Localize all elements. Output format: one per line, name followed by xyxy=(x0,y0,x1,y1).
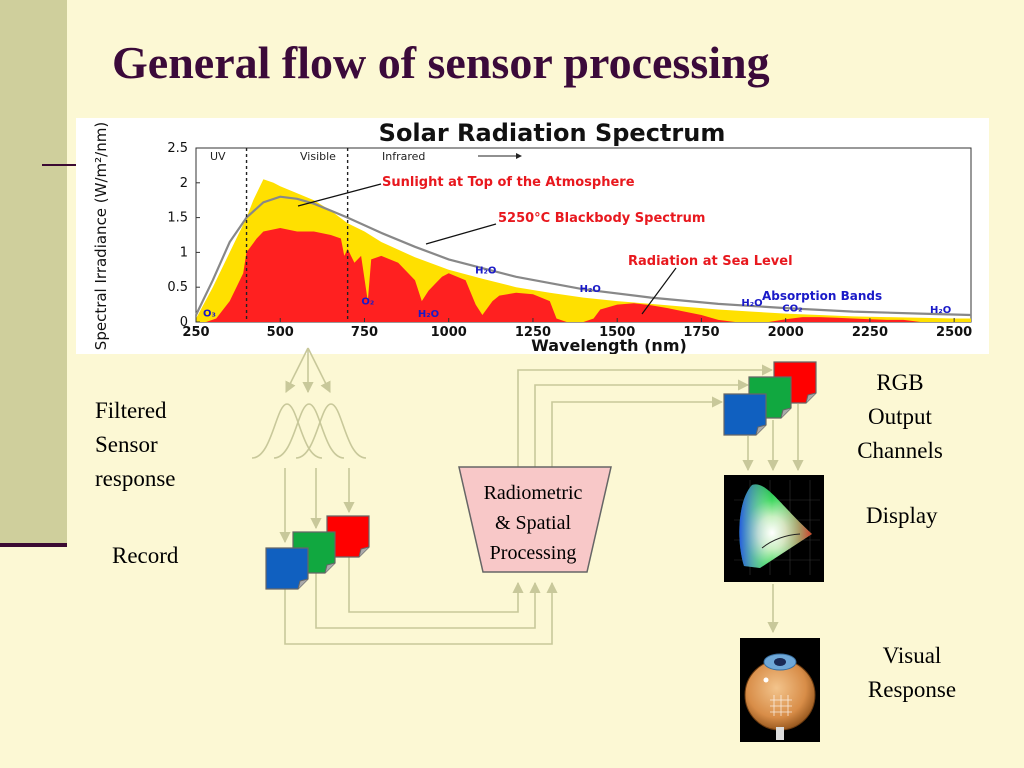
absorption-label-3: H₂O xyxy=(475,265,496,276)
footer-rule xyxy=(0,543,67,547)
absorption-label-0: O₃ xyxy=(203,308,216,319)
filter-curve-red xyxy=(295,403,367,459)
x-tick-label-0: 250 xyxy=(182,325,209,340)
series-area-radiation-at-sea-level xyxy=(206,228,972,322)
pointer-arrow-blackbody xyxy=(425,223,497,245)
eyeball-icon xyxy=(744,659,816,731)
connector-green-to-processing xyxy=(315,572,541,629)
filtered-sensor-line-1: Filtered xyxy=(95,398,167,423)
x-tick-label-1: 500 xyxy=(267,325,294,340)
record-sheet-red xyxy=(326,515,370,558)
slide-title: General flow of sensor processing xyxy=(112,37,770,88)
processing-label: Radiometric & Spatial Processing xyxy=(462,478,604,568)
infrared-arrow-head xyxy=(516,153,522,159)
visual-response-line-2: Response xyxy=(867,677,957,702)
y-tick-label-0: 0 xyxy=(180,315,188,330)
rgb-output-line-1: RGB xyxy=(876,370,924,395)
y-tick-label-2: 1 xyxy=(180,245,188,260)
series-line-5250-c-blackbody-spectrum xyxy=(195,195,972,317)
annotation-5250-c-blackbody-spectrum: 5250°C Blackbody Spectrum xyxy=(498,211,705,226)
record-sheet-green xyxy=(292,531,336,574)
filtered-sensor-label: Filtered Sensor response xyxy=(95,394,175,496)
visual-eye-image xyxy=(740,638,820,742)
solar-spectrum-chart: Solar Radiation Spectrum Spectral Irradi… xyxy=(92,119,972,355)
sensor-arrow-left xyxy=(285,347,309,394)
region-label-uv: UV xyxy=(210,150,226,163)
absorption-label-4: H₂O xyxy=(580,284,601,295)
absorption-label-1: O₂ xyxy=(361,297,374,308)
y-tick-label-5: 2.5 xyxy=(167,141,188,156)
processing-line-2: & Spatial xyxy=(494,512,572,534)
filter-curve-green xyxy=(273,403,345,459)
y-axis-label: Spectral Irradiance (W/m²/nm) xyxy=(92,122,110,350)
spectrum-chart-panel: Solar Radiation Spectrum Spectral Irradi… xyxy=(76,118,989,355)
output-sheet-red xyxy=(773,361,817,404)
pointer-arrow-top-atmosphere xyxy=(297,183,382,207)
display-label: Display xyxy=(866,503,938,528)
visual-response-line-1: Visual xyxy=(882,643,942,668)
sensor-arrow-right xyxy=(307,347,331,394)
record-label: Record xyxy=(112,543,179,568)
processing-line-1: Radiometric xyxy=(483,482,583,504)
rgb-output-line-3: Channels xyxy=(857,438,943,463)
connector-processing-to-green xyxy=(534,379,750,467)
rgb-output-line-2: Output xyxy=(868,404,932,429)
annotation-absorption-bands: Absorption Bands xyxy=(762,289,882,303)
connector-blue-to-processing xyxy=(284,581,558,645)
y-tick-label-1: 0.5 xyxy=(167,280,188,295)
title-rule xyxy=(42,164,80,166)
left-decor-bar xyxy=(0,0,67,545)
x-tick-label-5: 1500 xyxy=(599,325,635,340)
absorption-label-6: CO₂ xyxy=(782,304,802,315)
x-tick-label-6: 1750 xyxy=(683,325,719,340)
x-tick-label-9: 2500 xyxy=(936,325,972,340)
filter-curve-blue xyxy=(251,403,323,459)
x-tick-label-8: 2250 xyxy=(852,325,888,340)
x-axis-label: Wavelength (nm) xyxy=(531,336,687,354)
absorption-label-7: H₂O xyxy=(930,305,951,316)
processing-line-3: Processing xyxy=(489,542,577,564)
y-tick-label-4: 2 xyxy=(180,176,188,191)
annotation-radiation-at-sea-level: Radiation at Sea Level xyxy=(628,254,793,269)
rgb-output-label: RGB Output Channels xyxy=(840,366,960,468)
x-tick-label-3: 1000 xyxy=(431,325,467,340)
filtered-sensor-line-3: response xyxy=(95,466,176,491)
x-tick-label-7: 2000 xyxy=(768,325,804,340)
connector-processing-to-red xyxy=(517,364,774,467)
output-sheet-green xyxy=(748,376,792,419)
display-cie-diagram xyxy=(724,475,824,582)
visual-response-label: Visual Response xyxy=(852,639,972,707)
connector-processing-to-blue xyxy=(551,396,724,467)
absorption-label-5: H₂O xyxy=(741,298,762,309)
pointer-arrow-sea-level xyxy=(641,267,677,315)
record-sheet-blue xyxy=(265,547,309,590)
x-tick-label-4: 1250 xyxy=(515,325,551,340)
region-label-infrared: Infrared xyxy=(382,150,425,163)
y-tick-label-3: 1.5 xyxy=(167,211,188,226)
output-sheet-blue xyxy=(723,393,767,436)
region-label-visible: Visible xyxy=(300,150,336,163)
annotation-sunlight-at-top-of-the-atmosphere: Sunlight at Top of the Atmosphere xyxy=(382,175,635,190)
x-tick-label-2: 750 xyxy=(351,325,378,340)
absorption-label-2: H₂O xyxy=(418,309,439,320)
chart-title: Solar Radiation Spectrum xyxy=(379,119,726,147)
filtered-sensor-line-2: Sensor xyxy=(95,432,158,457)
